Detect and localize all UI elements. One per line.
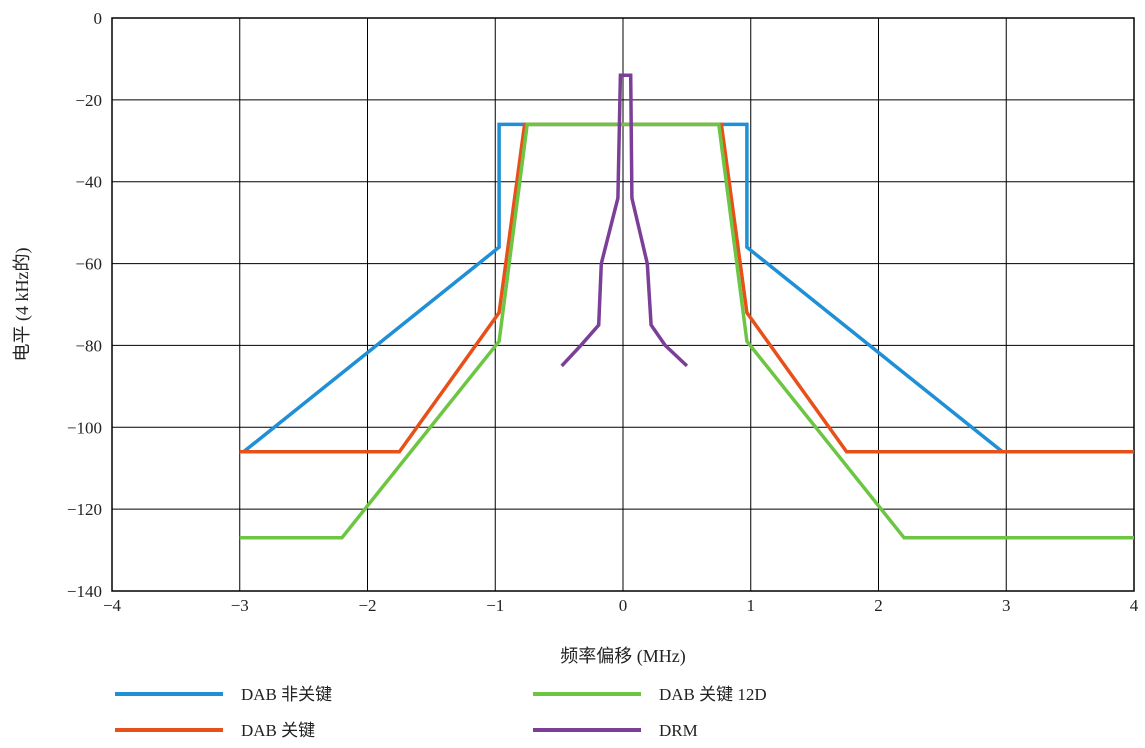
- x-tick-label: 1: [747, 596, 756, 615]
- series-lines: [239, 73, 1134, 540]
- legend-item: DAB 非关键: [115, 685, 332, 704]
- y-tick-label: −60: [75, 255, 102, 274]
- x-tick-label: 0: [619, 596, 628, 615]
- y-tick-label: −120: [67, 500, 102, 519]
- legend-label: DRM: [659, 721, 698, 740]
- x-axis-title: 频率偏移 (MHz): [560, 646, 685, 667]
- legend: DAB 非关键 DAB 关键 DAB 关键 12D DRM: [115, 685, 767, 740]
- plot-frame: [111, 17, 1135, 592]
- legend-label: DAB 非关键: [241, 685, 332, 704]
- x-tick-label: −2: [358, 596, 376, 615]
- y-tick-label: −100: [67, 418, 102, 437]
- tick-labels: −4 −3 −2 −1 0 1 2 3 4 0 −20 −40 −60 −80 −100 −120 −140: [67, 9, 1139, 615]
- grid: [111, 17, 1135, 592]
- legend-item: DAB 关键: [115, 721, 315, 740]
- legend-label: DAB 关键 12D: [659, 685, 767, 704]
- legend-item: DAB 关键 12D: [533, 685, 767, 704]
- legend-item: DRM: [533, 721, 698, 740]
- y-tick-label: 0: [94, 9, 103, 28]
- x-tick-label: −3: [231, 596, 249, 615]
- x-tick-label: 4: [1130, 596, 1139, 615]
- series-line-3: [239, 122, 1134, 540]
- y-tick-label: −20: [75, 91, 102, 110]
- y-axis-title: 电平 (4 kHz的): [12, 248, 33, 362]
- series-line-4: [560, 73, 689, 368]
- x-tick-label: 3: [1002, 596, 1011, 615]
- x-tick-label: 2: [874, 596, 883, 615]
- legend-label: DAB 关键: [241, 721, 315, 740]
- series-line-2: [239, 122, 1134, 454]
- y-tick-label: −40: [75, 173, 102, 192]
- y-tick-label: −80: [75, 336, 102, 355]
- x-tick-label: −4: [103, 596, 122, 615]
- x-tick-label: −1: [486, 596, 504, 615]
- y-tick-label: −140: [67, 582, 102, 601]
